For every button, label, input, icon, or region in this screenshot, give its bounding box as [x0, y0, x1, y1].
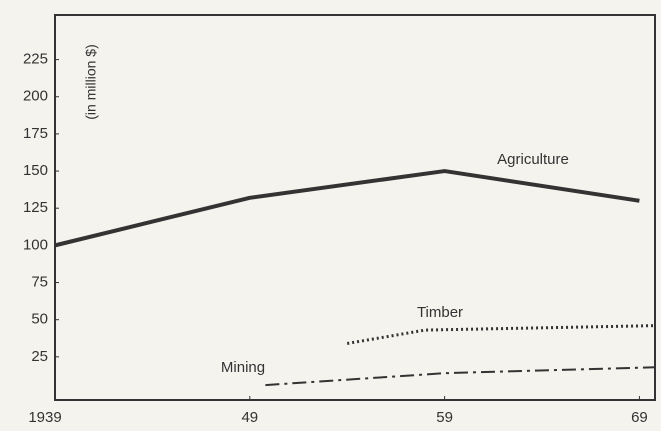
y-tick-label: 125 — [23, 199, 48, 216]
y-axis-label: (in million $) — [83, 44, 99, 119]
y-tick-label: 50 — [31, 311, 48, 328]
y-tick-label: 175 — [23, 125, 48, 142]
x-tick-label: 69 — [631, 409, 648, 426]
y-tick-label: 25 — [31, 348, 48, 365]
series-line — [54, 169, 640, 248]
series-line — [346, 324, 656, 345]
y-tick-label: 75 — [31, 273, 48, 290]
series-label: Mining — [221, 359, 265, 376]
x-tick-label: 49 — [241, 409, 258, 426]
y-tick-label: 100 — [23, 236, 48, 253]
x-tick-label: 59 — [436, 409, 453, 426]
y-tick-label: 200 — [23, 88, 48, 105]
series-label: Timber — [417, 304, 463, 321]
series-label: Agriculture — [497, 151, 569, 168]
series-line — [265, 366, 656, 387]
plot-frame — [54, 14, 656, 401]
x-tick-label: 1939 — [28, 409, 61, 426]
y-tick-label: 150 — [23, 162, 48, 179]
y-tick-label: 225 — [23, 51, 48, 68]
